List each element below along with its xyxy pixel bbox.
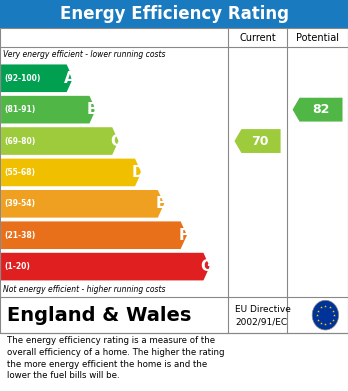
Text: E: E	[156, 196, 166, 211]
Bar	[0, 28, 348, 333]
Text: C: C	[110, 134, 121, 149]
Text: D: D	[132, 165, 144, 180]
Polygon shape	[1, 221, 187, 249]
Text: B: B	[87, 102, 98, 117]
Text: (69-80): (69-80)	[5, 136, 36, 145]
Polygon shape	[1, 253, 210, 280]
Polygon shape	[1, 190, 164, 218]
Polygon shape	[235, 129, 280, 153]
Text: 2002/91/EC: 2002/91/EC	[235, 318, 287, 327]
Polygon shape	[1, 159, 141, 186]
Text: (92-100): (92-100)	[5, 74, 41, 83]
Polygon shape	[1, 127, 119, 155]
Text: Very energy efficient - lower running costs: Very energy efficient - lower running co…	[3, 50, 166, 59]
Polygon shape	[1, 65, 73, 92]
Text: the more energy efficient the home is and the: the more energy efficient the home is an…	[7, 360, 207, 369]
Text: Potential: Potential	[296, 32, 339, 43]
Text: The energy efficiency rating is a measure of the: The energy efficiency rating is a measur…	[7, 336, 215, 345]
Polygon shape	[293, 98, 342, 122]
Text: (81-91): (81-91)	[5, 105, 36, 114]
Text: England & Wales: England & Wales	[7, 306, 191, 325]
Text: F: F	[179, 228, 189, 243]
Text: EU Directive: EU Directive	[235, 305, 291, 314]
Text: 82: 82	[312, 103, 329, 116]
Text: 70: 70	[252, 135, 269, 147]
Text: (55-68): (55-68)	[5, 168, 35, 177]
Text: Energy Efficiency Rating: Energy Efficiency Rating	[60, 5, 288, 23]
Text: A: A	[64, 71, 76, 86]
Text: (1-20): (1-20)	[5, 262, 30, 271]
Text: overall efficiency of a home. The higher the rating: overall efficiency of a home. The higher…	[7, 348, 224, 357]
Polygon shape	[1, 96, 96, 124]
Text: lower the fuel bills will be.: lower the fuel bills will be.	[7, 371, 120, 380]
Text: (39-54): (39-54)	[5, 199, 35, 208]
Text: Not energy efficient - higher running costs: Not energy efficient - higher running co…	[3, 285, 166, 294]
Bar	[0, 0, 348, 28]
Text: Current: Current	[239, 32, 276, 43]
Text: (21-38): (21-38)	[5, 231, 36, 240]
Text: G: G	[200, 259, 213, 274]
Circle shape	[312, 300, 339, 330]
